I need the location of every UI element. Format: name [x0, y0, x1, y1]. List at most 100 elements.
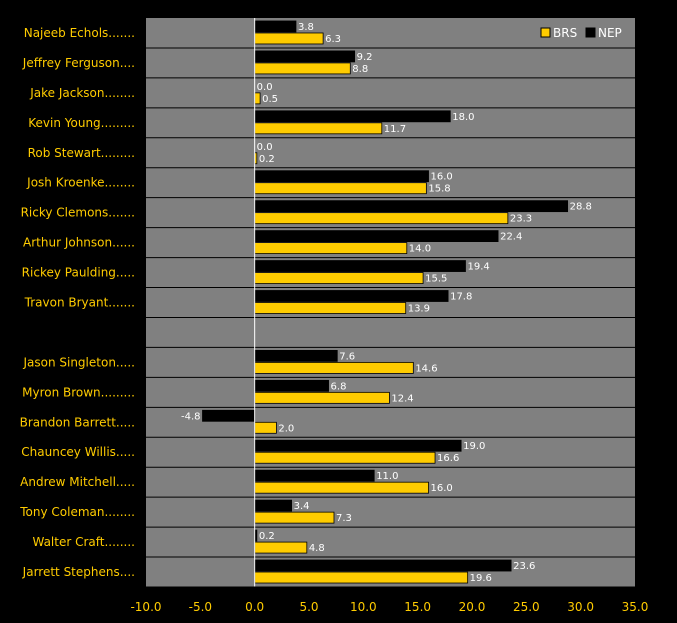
- category-label: Jason Singleton.....: [22, 355, 135, 369]
- x-tick-label: 30.0: [567, 600, 594, 614]
- bar-brs: [254, 272, 424, 284]
- row-separators: [146, 47, 635, 558]
- value-label-brs: 0.2: [259, 154, 275, 165]
- category-label: Josh Kroenke........: [26, 176, 135, 190]
- category-label: Rickey Paulding.....: [22, 266, 135, 280]
- value-label-nep: -4.8: [181, 411, 201, 422]
- bar-nep: [254, 499, 293, 512]
- bar-brs: [254, 242, 408, 255]
- category-label: Jarrett Stephens....: [22, 565, 135, 579]
- category-label: Ricky Clemons.......: [21, 206, 135, 220]
- value-label-brs: 13.9: [408, 304, 430, 315]
- x-tick-label: 20.0: [459, 600, 486, 614]
- category-label: Rob Stewart.........: [28, 146, 135, 160]
- bar-nep: [254, 260, 466, 272]
- value-label-nep: 0.0: [257, 142, 273, 153]
- x-tick-label: -10.0: [130, 600, 161, 614]
- bar-nep: [254, 559, 512, 572]
- bar-brs: [254, 122, 383, 135]
- value-label-brs: 11.7: [384, 124, 406, 135]
- bar-nep: [254, 379, 329, 392]
- value-label-nep: 6.8: [331, 381, 347, 392]
- category-label: Walter Craft........: [32, 535, 135, 549]
- value-label-brs: 16.6: [437, 453, 459, 464]
- x-tick-label: 0.0: [245, 600, 264, 614]
- bars-group: 3.86.39.28.80.00.518.011.70.00.216.015.8…: [181, 20, 592, 584]
- value-label-brs: 19.6: [470, 573, 492, 584]
- value-label-brs: 0.5: [262, 94, 278, 105]
- value-label-nep: 7.6: [339, 351, 355, 362]
- value-label-brs: 15.8: [428, 184, 450, 195]
- category-labels: Najeeb Echols....... Jeffrey Ferguson....…: [19, 26, 135, 579]
- bar-nep: [254, 469, 375, 482]
- category-label: Myron Brown.........: [22, 385, 135, 399]
- value-label-brs: 23.3: [510, 214, 532, 225]
- bar-brs: [254, 451, 436, 464]
- value-label-nep: 22.4: [500, 232, 522, 243]
- category-label: Tony Coleman........: [19, 505, 135, 519]
- value-label-nep: 9.2: [357, 52, 373, 63]
- category-label: Andrew Mitchell.....: [20, 475, 135, 489]
- value-label-nep: 18.0: [452, 112, 474, 123]
- bar-nep: [254, 230, 499, 243]
- legend-label-nep: NEP: [598, 26, 622, 40]
- value-label-nep: 17.8: [450, 292, 472, 303]
- legend-swatch-nep: [585, 27, 596, 38]
- bar-brs: [254, 361, 414, 374]
- bar-brs: [254, 32, 324, 45]
- x-tick-label: -5.0: [189, 600, 212, 614]
- value-label-nep: 19.4: [467, 262, 489, 273]
- x-axis-ticks: -10.0 -5.0 0.0 5.0 10.0 15.0 20.0 25.0 30.0 35.0: [130, 586, 649, 614]
- value-label-nep: 11.0: [376, 471, 398, 482]
- value-label-nep: 0.0: [257, 82, 273, 93]
- x-tick-label: 15.0: [404, 600, 431, 614]
- value-label-brs: 14.6: [415, 363, 437, 374]
- category-label: Najeeb Echols.......: [24, 26, 135, 40]
- x-tick-label: 10.0: [350, 600, 377, 614]
- bar-nep: [254, 20, 297, 33]
- category-label: Chauncey Willis.....: [21, 445, 135, 459]
- bar-nep: [254, 200, 569, 213]
- value-label-brs: 16.0: [431, 483, 453, 494]
- bar-nep: [202, 409, 256, 422]
- x-tick-label: 25.0: [513, 600, 540, 614]
- bar-brs: [254, 212, 509, 225]
- x-tick-label: 35.0: [622, 600, 649, 614]
- value-label-nep: 3.8: [298, 22, 314, 33]
- value-label-brs: 8.8: [352, 64, 368, 75]
- category-label: Jake Jackson........: [29, 86, 135, 100]
- bar-nep: [254, 50, 356, 63]
- value-label-brs: 4.8: [309, 543, 325, 554]
- category-label: Arthur Johnson......: [23, 236, 135, 250]
- bar-nep: [254, 290, 449, 302]
- value-label-nep: 3.4: [294, 501, 310, 512]
- bar-nep: [254, 110, 451, 123]
- bar-nep: [254, 170, 429, 183]
- value-label-nep: 28.8: [570, 202, 592, 213]
- value-label-nep: 19.0: [463, 441, 485, 452]
- bar-brs: [254, 421, 277, 434]
- value-label-brs: 12.4: [391, 393, 413, 404]
- value-label-nep: 23.6: [513, 561, 535, 572]
- legend-swatch-brs: [540, 27, 551, 38]
- value-label-brs: 6.3: [325, 34, 341, 45]
- bar-brs: [254, 92, 261, 105]
- category-label: Travon Bryant.......: [24, 296, 135, 310]
- value-label-nep: 0.2: [259, 531, 275, 542]
- bar-brs: [254, 391, 390, 404]
- x-tick-label: 5.0: [299, 600, 318, 614]
- bar-brs: [254, 541, 308, 554]
- bar-brs: [254, 182, 427, 195]
- legend-label-brs: BRS: [553, 26, 577, 40]
- value-label-brs: 15.5: [425, 274, 447, 285]
- value-label-brs: 7.3: [336, 513, 352, 524]
- bar-brs: [254, 571, 469, 584]
- category-label: Kevin Young.........: [28, 116, 135, 130]
- bar-brs: [254, 62, 351, 75]
- value-label-nep: 16.0: [431, 172, 453, 183]
- bar-brs: [254, 511, 335, 524]
- category-label: Brandon Barrett.....: [20, 415, 135, 429]
- bar-brs: [254, 302, 407, 314]
- value-label-brs: 2.0: [278, 423, 294, 434]
